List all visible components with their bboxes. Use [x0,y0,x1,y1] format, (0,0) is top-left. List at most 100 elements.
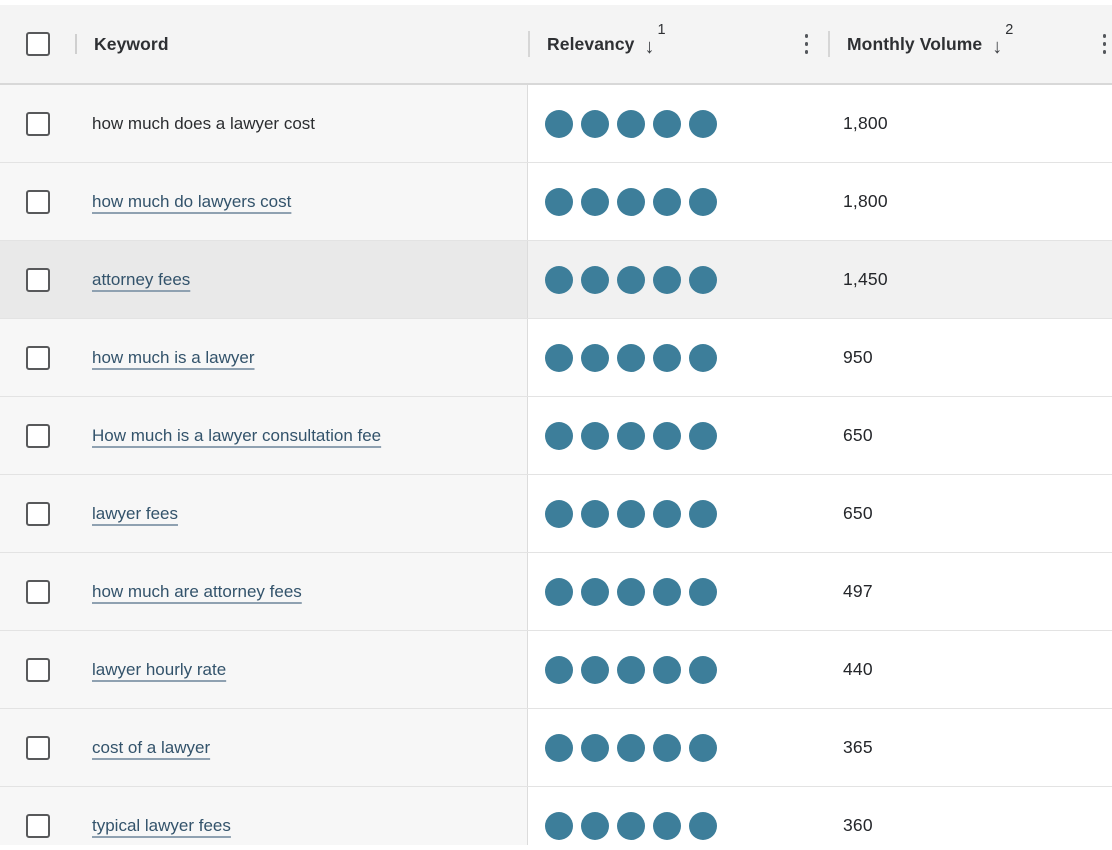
relevancy-dot-icon [689,499,717,528]
relevancy-dot-icon [689,655,717,684]
relevancy-dot-icon [617,577,645,606]
keyword-cell: lawyer hourly rate [0,631,528,708]
relevancy-dot-icon [545,265,573,294]
relevancy-dots [545,733,725,762]
monthly-volume-value: 365 [843,737,873,757]
monthly-volume-cell: 650 [828,397,1112,474]
monthly-volume-column-header[interactable]: Monthly Volume [847,33,983,54]
relevancy-dot-icon [581,655,609,684]
keyword-text[interactable]: attorney fees [92,269,191,289]
relevancy-dot-icon [545,655,573,684]
table-row: typical lawyer fees 360 [0,787,1112,845]
table-row: cost of a lawyer 365 [0,709,1112,787]
monthly-volume-cell: 365 [828,709,1112,786]
keyword-text[interactable]: cost of a lawyer [92,737,211,757]
column-divider [828,31,830,57]
header-keyword-column: Keyword [0,5,528,83]
monthly-volume-cell: 1,800 [828,163,1112,240]
keyword-text[interactable]: How much is a lawyer consultation fee [92,425,382,445]
table-row: how much do lawyers cost 1,800 [0,163,1112,241]
relevancy-dots [545,811,725,840]
relevancy-dot-icon [689,265,717,294]
row-checkbox-cell [0,501,75,526]
sort-order-badge: 1 [657,22,666,38]
top-strip [0,0,1112,5]
keyword-text[interactable]: how much do lawyers cost [92,191,292,211]
monthly-volume-cell: 1,450 [828,241,1112,318]
keyword-cell: how much is a lawyer [0,319,528,396]
monthly-volume-cell: 650 [828,475,1112,552]
keyword-text[interactable]: how much are attorney fees [92,581,302,601]
relevancy-dot-icon [617,265,645,294]
relevancy-dot-icon [581,265,609,294]
row-checkbox[interactable] [25,189,50,214]
keyword-text[interactable]: lawyer hourly rate [92,659,227,679]
relevancy-dot-icon [689,733,717,762]
row-checkbox[interactable] [25,345,50,370]
monthly-volume-value: 1,800 [843,113,888,133]
monthly-volume-cell: 440 [828,631,1112,708]
keyword-text[interactable]: lawyer fees [92,503,178,523]
relevancy-cell [528,241,828,318]
keyword-text[interactable]: how much is a lawyer [92,347,255,367]
keyword-cell: how much do lawyers cost [0,163,528,240]
table-body: how much does a lawyer cost 1,800 how mu… [0,85,1112,845]
relevancy-dot-icon [581,577,609,606]
relevancy-dot-icon [581,421,609,450]
volume-column-menu-icon[interactable] [1099,30,1111,58]
row-checkbox-cell [0,189,75,214]
keyword-cell: how much does a lawyer cost [0,85,528,162]
relevancy-dot-icon [617,421,645,450]
relevancy-column-menu-icon[interactable] [801,30,813,58]
relevancy-cell [528,85,828,162]
row-checkbox-cell [0,267,75,292]
row-checkbox[interactable] [25,657,50,682]
relevancy-dot-icon [545,811,573,840]
row-checkbox[interactable] [25,579,50,604]
relevancy-dot-icon [653,109,681,138]
monthly-volume-value: 1,450 [843,269,888,289]
relevancy-dot-icon [653,343,681,372]
table-row: attorney fees 1,450 [0,241,1112,319]
row-checkbox[interactable] [25,813,50,838]
table-row: How much is a lawyer consultation fee 65… [0,397,1112,475]
row-checkbox-cell [0,345,75,370]
relevancy-dot-icon [545,343,573,372]
table-row: how much are attorney fees 497 [0,553,1112,631]
table-row: how much is a lawyer 950 [0,319,1112,397]
monthly-volume-cell: 360 [828,787,1112,845]
relevancy-dot-icon [545,109,573,138]
row-checkbox-cell [0,657,75,682]
relevancy-cell [528,553,828,630]
sort-desc-arrow-icon: ↓ [992,36,1003,58]
row-checkbox[interactable] [25,501,50,526]
relevancy-dot-icon [617,109,645,138]
keyword-column-header[interactable]: Keyword [94,33,169,54]
relevancy-sort[interactable]: ↓ 1 [644,22,666,58]
keyword-cell: lawyer fees [0,475,528,552]
monthly-volume-value: 950 [843,347,873,367]
relevancy-dot-icon [653,811,681,840]
row-checkbox[interactable] [25,111,50,136]
relevancy-dot-icon [653,421,681,450]
row-checkbox[interactable] [25,267,50,292]
select-all-checkbox[interactable] [25,32,50,56]
relevancy-column-header[interactable]: Relevancy [547,33,635,54]
relevancy-dot-icon [617,733,645,762]
relevancy-dot-icon [545,733,573,762]
monthly-volume-cell: 1,800 [828,85,1112,162]
relevancy-dots [545,421,725,450]
header-relevancy-column: Relevancy ↓ 1 [528,5,828,83]
keyword-text[interactable]: typical lawyer fees [92,815,231,835]
volume-sort[interactable]: ↓ 2 [992,22,1013,58]
row-checkbox[interactable] [25,735,50,760]
row-checkbox[interactable] [25,423,50,448]
relevancy-dot-icon [689,109,717,138]
sort-desc-arrow-icon: ↓ [644,36,655,58]
table-row: how much does a lawyer cost 1,800 [0,85,1112,163]
relevancy-dot-icon [545,577,573,606]
relevancy-cell [528,319,828,396]
header-volume-column: Monthly Volume ↓ 2 [828,5,1112,83]
column-divider [528,31,530,57]
relevancy-dot-icon [689,421,717,450]
